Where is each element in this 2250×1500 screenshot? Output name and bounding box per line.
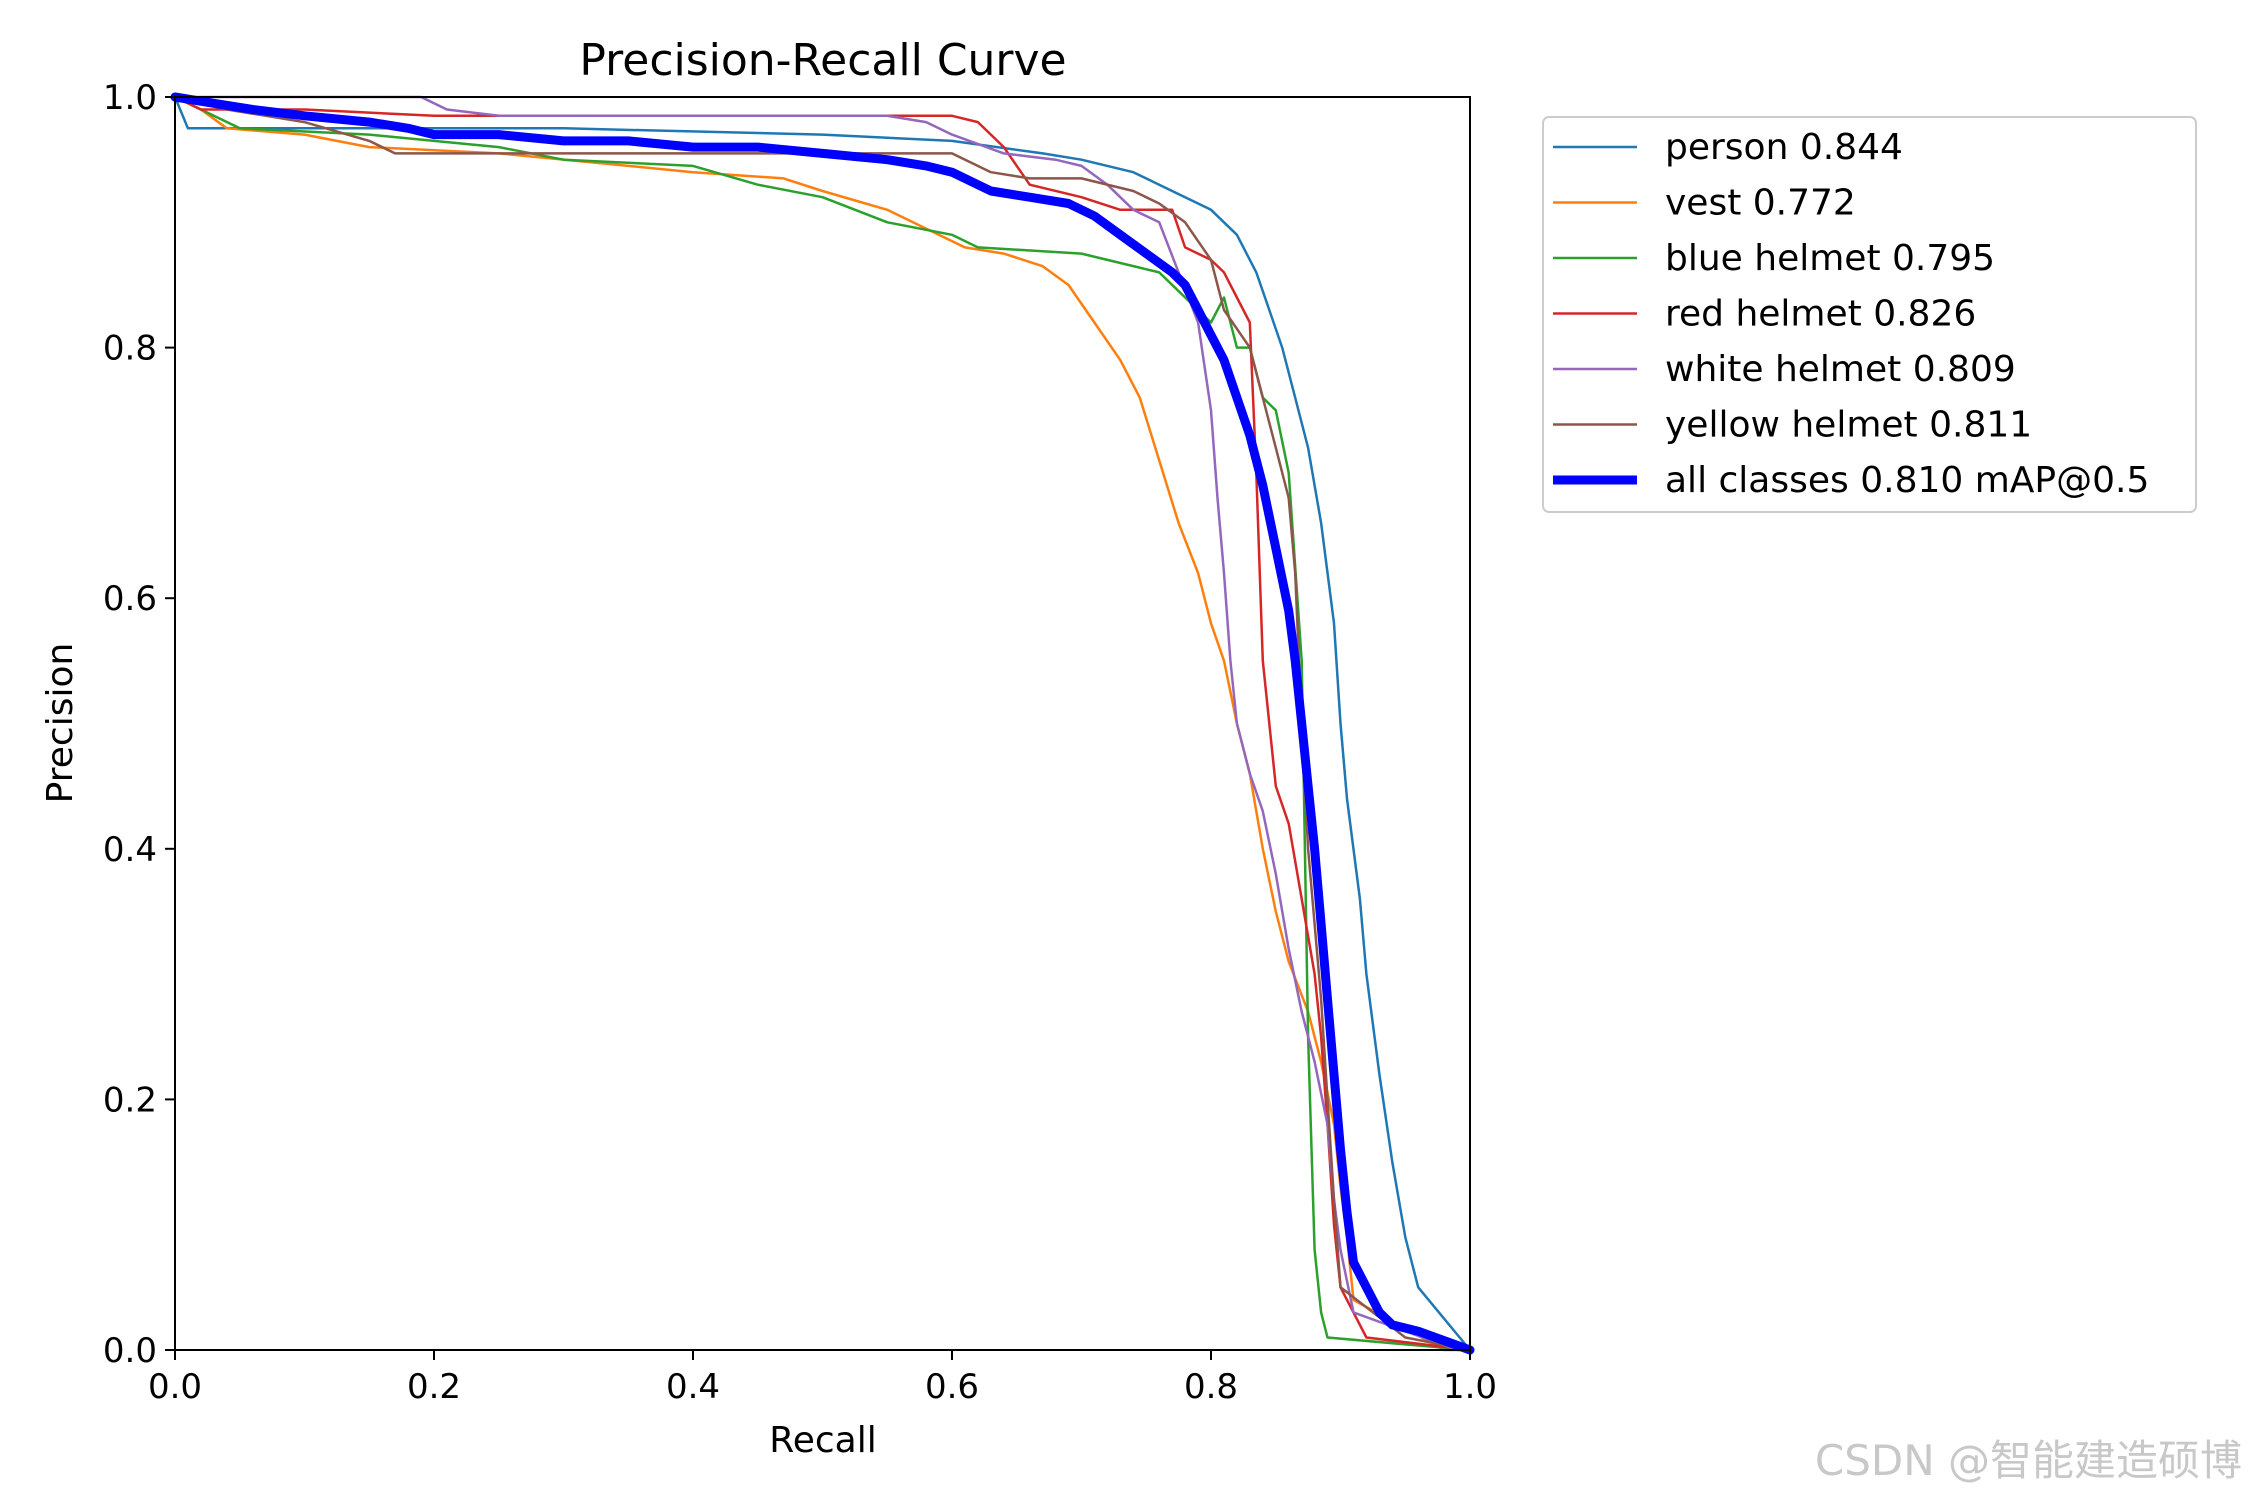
x-tick-label: 0.0 xyxy=(148,1367,202,1407)
series-line xyxy=(173,95,1472,1352)
series-line xyxy=(173,95,1472,1352)
legend: person 0.844 vest 0.772 blue helmet 0.795 r… xyxy=(1542,116,2197,513)
series-line xyxy=(170,92,1475,1355)
legend-label: white helmet 0.809 xyxy=(1665,349,2016,390)
legend-label: blue helmet 0.795 xyxy=(1665,238,1995,279)
x-tick-label: 0.2 xyxy=(407,1367,461,1407)
y-tick-label: 0.8 xyxy=(103,329,157,369)
y-tick-label: 0.2 xyxy=(103,1080,157,1120)
y-axis: 0.0 0.2 0.4 0.6 0.8 1.0 xyxy=(103,78,175,1371)
series-line xyxy=(173,95,1472,1352)
x-tick-label: 0.8 xyxy=(1184,1367,1238,1407)
series-line xyxy=(173,95,1472,1352)
y-tick-label: 0.4 xyxy=(103,830,157,870)
legend-label: vest 0.772 xyxy=(1665,183,1856,224)
y-tick-label: 0.6 xyxy=(103,579,157,619)
y-axis-label: Precision xyxy=(40,643,81,804)
plot-frame xyxy=(174,96,1471,1351)
x-tick-label: 0.4 xyxy=(666,1367,720,1407)
series-layer xyxy=(170,92,1475,1355)
x-tick-label: 1.0 xyxy=(1443,1367,1497,1407)
y-tick-label: 0.0 xyxy=(103,1331,157,1371)
x-axis-label: Recall xyxy=(769,1420,876,1461)
y-tick-label: 1.0 xyxy=(103,78,157,118)
chart-title: Precision-Recall Curve xyxy=(579,35,1066,86)
legend-label: all classes 0.810 mAP@0.5 xyxy=(1665,460,2149,501)
x-tick-label: 0.6 xyxy=(925,1367,979,1407)
series-line xyxy=(173,95,1472,1352)
legend-label: red helmet 0.826 xyxy=(1665,294,1976,335)
legend-label: yellow helmet 0.811 xyxy=(1665,405,2032,446)
legend-box xyxy=(1542,116,2197,513)
watermark-text: CSDN @智能建造硕博 xyxy=(1814,1436,2242,1485)
series-line xyxy=(173,95,1472,1352)
legend-label: person 0.844 xyxy=(1665,127,1903,168)
x-axis: 0.0 0.2 0.4 0.6 0.8 1.0 xyxy=(148,1350,1497,1407)
